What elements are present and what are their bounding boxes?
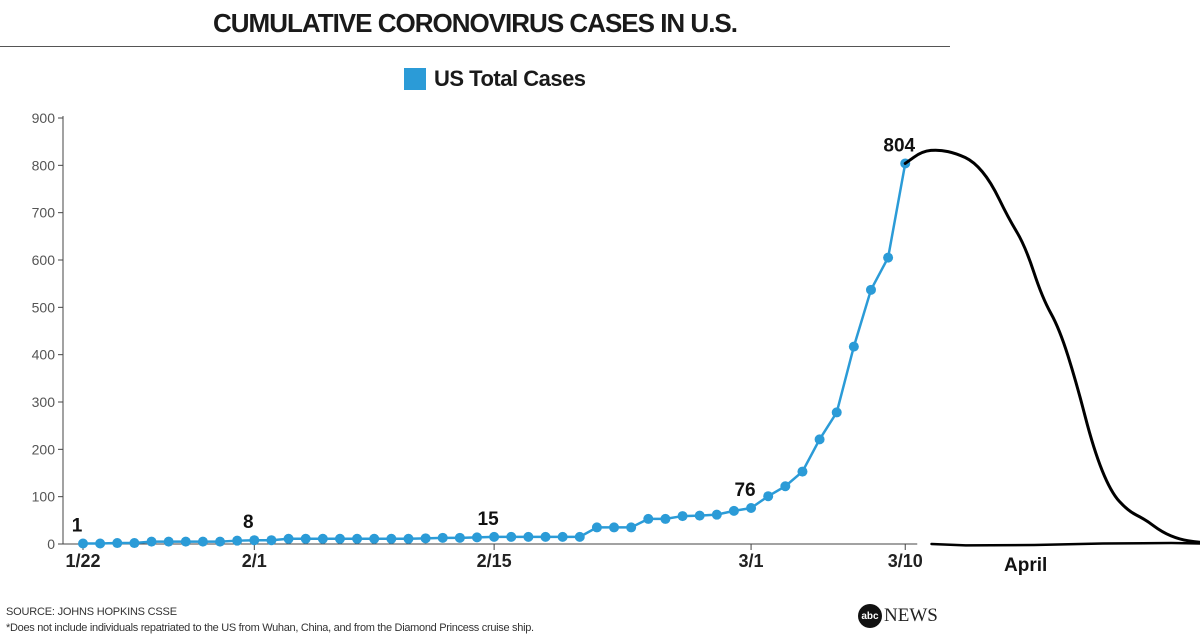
data-point <box>369 533 380 544</box>
data-point <box>865 284 876 295</box>
data-point <box>386 533 397 544</box>
data-point <box>831 407 842 418</box>
y-tick-label: 100 <box>32 489 56 505</box>
data-point <box>677 511 688 522</box>
data-point <box>711 509 722 520</box>
data-point <box>352 533 363 544</box>
data-point <box>300 533 311 544</box>
data-point <box>694 510 705 521</box>
x-tick-label: 2/1 <box>242 551 267 571</box>
data-point <box>420 533 431 544</box>
data-point <box>626 522 637 533</box>
y-tick-label: 400 <box>32 347 56 363</box>
data-label: 15 <box>478 509 500 530</box>
data-point <box>403 533 414 544</box>
legend: US Total Cases <box>404 66 586 92</box>
brand-name: NEWS <box>884 605 938 626</box>
data-point <box>146 536 157 547</box>
data-label: 8 <box>243 512 254 533</box>
data-point <box>609 522 620 533</box>
data-point <box>180 536 191 547</box>
chart-title: CUMULATIVE CORONOVIRUS CASES IN U.S. <box>212 8 738 38</box>
series-points <box>78 158 911 549</box>
data-point <box>95 538 106 549</box>
data-point <box>728 505 739 516</box>
data-point <box>591 522 602 533</box>
abc-logo-icon: abc <box>858 604 882 628</box>
data-point <box>557 531 568 542</box>
annotation-april: April <box>1004 555 1048 576</box>
y-tick-label: 500 <box>32 299 56 315</box>
brand-logo: abc NEWS <box>858 604 938 628</box>
y-axis-ticks: 0 100 200 300 400 500 600 700 800 900 <box>32 110 63 552</box>
data-point <box>78 538 88 549</box>
y-tick-label: 800 <box>32 157 56 173</box>
x-tick-label: 3/1 <box>739 551 764 571</box>
data-point <box>163 536 174 547</box>
data-point <box>334 533 345 544</box>
data-point <box>317 533 328 544</box>
y-tick-label: 300 <box>32 394 56 410</box>
data-point <box>780 481 791 492</box>
data-point <box>129 538 140 549</box>
data-label: 76 <box>734 480 755 501</box>
drawn-baseline-curve <box>930 541 1200 547</box>
data-point <box>506 531 517 542</box>
x-tick-label: 3/10 <box>888 551 923 571</box>
legend-swatch <box>404 68 426 90</box>
y-tick-label: 600 <box>32 252 56 268</box>
data-point <box>643 513 654 524</box>
data-point <box>746 503 757 514</box>
data-point <box>471 532 482 543</box>
data-point <box>797 466 808 477</box>
y-tick-label: 700 <box>32 205 56 221</box>
x-tick-label: 1/22 <box>65 551 100 571</box>
drawn-projection-curve <box>903 148 1200 544</box>
data-point <box>763 491 774 502</box>
y-tick-label: 0 <box>47 536 55 552</box>
footnote-text: *Does not include individuals repatriate… <box>6 622 534 634</box>
source-text: SOURCE: JOHNS HOPKINS CSSE <box>6 606 177 618</box>
title-divider <box>0 46 950 47</box>
data-point <box>232 535 243 546</box>
y-tick-label: 200 <box>32 441 56 457</box>
data-point <box>883 252 894 263</box>
data-point <box>814 434 825 445</box>
data-point <box>266 535 277 546</box>
data-label: 1 <box>72 516 83 537</box>
x-axis-ticks: 1/22 2/1 2/15 3/1 3/10 <box>65 544 923 571</box>
data-point <box>197 536 208 547</box>
data-labels: 1 8 15 76 804 <box>72 135 916 536</box>
data-point <box>249 535 260 546</box>
data-point <box>574 531 585 542</box>
data-point <box>523 531 534 542</box>
x-tick-label: 2/15 <box>477 551 512 571</box>
data-label: 804 <box>883 135 915 156</box>
data-point <box>437 532 448 543</box>
legend-label: US Total Cases <box>434 66 586 91</box>
data-point <box>454 532 465 543</box>
data-point <box>112 538 123 549</box>
data-point <box>489 531 500 542</box>
data-point <box>283 533 294 544</box>
data-point <box>660 513 671 524</box>
data-point <box>540 531 551 542</box>
data-point <box>215 536 226 547</box>
y-tick-label: 900 <box>32 110 56 126</box>
data-point <box>848 341 859 352</box>
